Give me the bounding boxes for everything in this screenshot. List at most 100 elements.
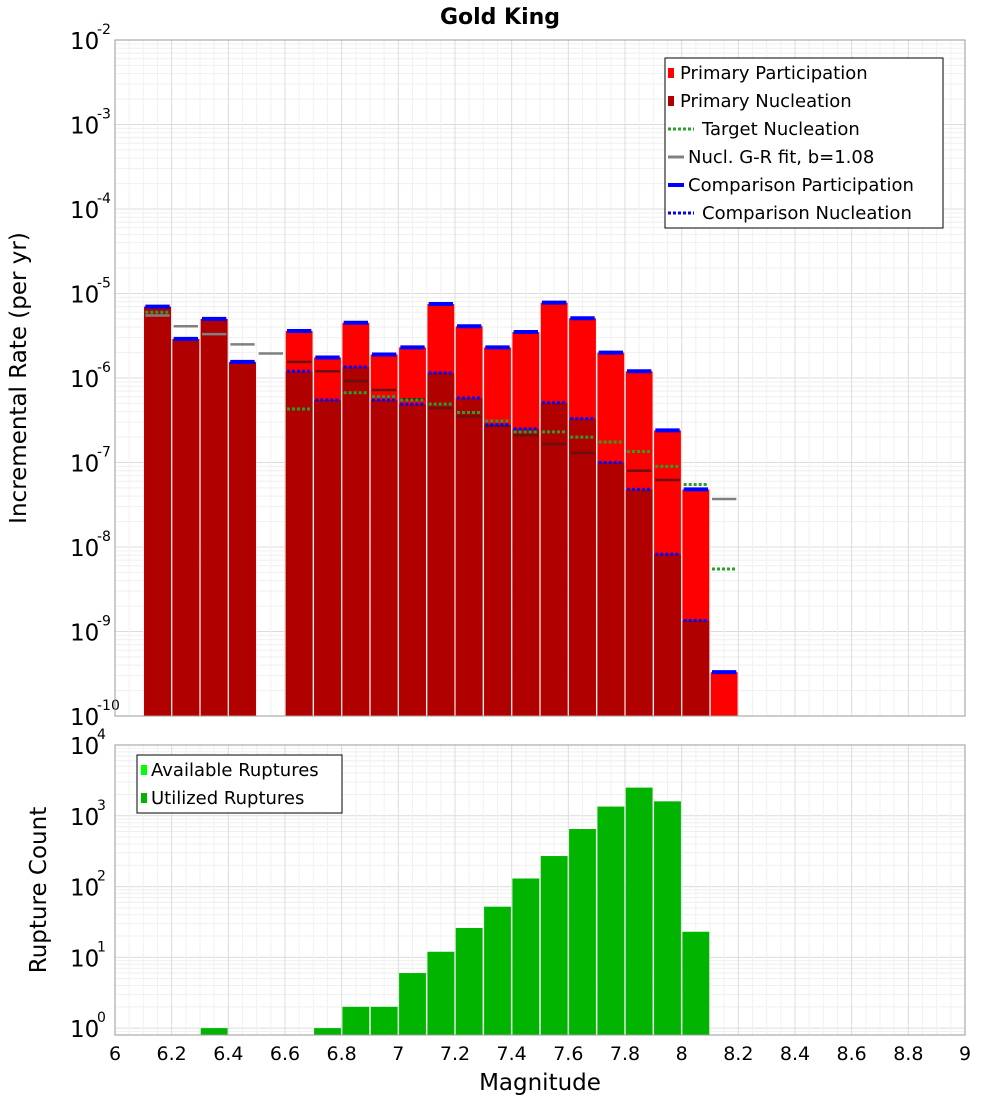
legend-label: Nucl. G-R fit, b=1.08 — [688, 147, 874, 168]
y-tick-base: 10 — [70, 1017, 99, 1043]
rate-bars — [144, 302, 738, 716]
legend-swatch — [668, 68, 674, 78]
count-bars — [200, 787, 710, 1035]
y-axis-label: Incremental Rate (per yr) — [6, 232, 32, 524]
y-tick-base: 10 — [70, 29, 99, 55]
primary-nucleation-bar — [540, 402, 568, 716]
x-tick-label: 7.4 — [497, 1043, 527, 1065]
utilized-ruptures-bar — [682, 931, 710, 1035]
x-tick-label: 8 — [676, 1043, 688, 1065]
legend-item: Primary Participation — [668, 63, 868, 84]
primary-nucleation-bar — [314, 399, 341, 716]
y-tick-exp: -3 — [97, 107, 111, 123]
y-tick-label: 10-3 — [70, 107, 111, 140]
y-tick-exp: -7 — [97, 445, 111, 461]
y-tick-label: 10-6 — [70, 360, 111, 393]
primary-nucleation-bar — [484, 424, 511, 716]
primary-nucleation-bar — [597, 462, 625, 716]
utilized-ruptures-bar — [484, 906, 511, 1035]
rate-markers — [145, 300, 737, 675]
x-tick-label: 6.2 — [157, 1043, 187, 1065]
y-tick-base: 10 — [70, 114, 99, 140]
y-tick-label: 10-7 — [70, 445, 111, 478]
legend-label: Comparison Nucleation — [702, 203, 912, 224]
y-tick-base: 10 — [70, 536, 99, 562]
x-axis-label: Magnitude — [479, 1070, 601, 1096]
y-tick-label: 10-4 — [70, 191, 111, 224]
utilized-ruptures-bar — [455, 927, 483, 1035]
primary-nucleation-bar — [172, 338, 200, 716]
plot-frame — [114, 744, 966, 1036]
utilized-ruptures-bar — [342, 1006, 370, 1035]
legend-label: Primary Participation — [680, 63, 868, 84]
primary-nucleation-bar — [625, 489, 653, 716]
utilized-ruptures-bar — [370, 1006, 398, 1035]
legend-item: Primary Nucleation — [668, 91, 852, 112]
primary-nucleation-bar — [200, 318, 228, 716]
utilized-ruptures-bar — [200, 1028, 228, 1035]
legend-swatch — [141, 793, 147, 803]
y-tick-label: 101 — [70, 939, 106, 972]
chart-title: Gold King — [440, 5, 560, 30]
x-tick-label: 8.4 — [780, 1043, 810, 1065]
utilized-ruptures-bar — [399, 973, 426, 1035]
legend-label: Available Ruptures — [151, 760, 319, 781]
y-tick-exp: -9 — [97, 614, 111, 630]
y-tick-exp: -10 — [97, 698, 120, 714]
utilized-ruptures-bar — [540, 856, 568, 1035]
legend-item: Comparison Participation — [668, 175, 914, 196]
legend: Primary Participation Primary Nucleation T… — [664, 57, 944, 229]
x-tick-label: 6 — [109, 1043, 121, 1065]
legend-item: Utilized Ruptures — [141, 788, 304, 809]
utilized-ruptures-bar — [512, 878, 540, 1035]
y-tick-exp: 4 — [97, 727, 106, 743]
primary-participation-bar — [710, 672, 738, 716]
x-tick-label: 8.2 — [723, 1043, 753, 1065]
y-tick-label: 10-8 — [70, 529, 111, 562]
legend-box — [136, 754, 343, 814]
utilized-ruptures-bar — [654, 801, 681, 1035]
primary-nucleation-bar — [342, 366, 370, 716]
primary-nucleation-bar — [654, 554, 681, 716]
legend-label: Comparison Participation — [688, 175, 914, 196]
primary-nucleation-bar — [512, 428, 540, 716]
primary-nucleation-bar — [455, 397, 483, 716]
y-tick-label: 10-2 — [70, 22, 111, 55]
legend-item: Target Nucleation — [668, 119, 860, 140]
x-tick-labels: 6 6.2 6.4 6.6 6.8 7 7.2 7.4 7.6 7.8 8 8.2 8.4 8.6 8.8 9 — [109, 1043, 971, 1065]
y-tick-exp: -5 — [97, 276, 111, 292]
rate-panel: 10-1010-910-810-710-610-510-410-310-2Inc… — [6, 22, 966, 731]
primary-nucleation-bar — [229, 361, 256, 716]
y-tick-base: 10 — [70, 876, 99, 902]
legend-label: Utilized Ruptures — [151, 788, 304, 809]
x-tick-label: 6.6 — [270, 1043, 300, 1065]
legend-box — [664, 57, 944, 229]
grid — [114, 744, 966, 1036]
legend: Available Ruptures Utilized Ruptures — [136, 754, 343, 814]
x-tick-label: 6.4 — [213, 1043, 243, 1065]
y-tick-base: 10 — [70, 367, 99, 393]
y-tick-base: 10 — [70, 705, 99, 731]
utilized-ruptures-bar — [314, 1028, 341, 1035]
x-tick-label: 6.8 — [327, 1043, 357, 1065]
y-tick-exp: 1 — [97, 939, 106, 955]
legend-item: Nucl. G-R fit, b=1.08 — [668, 147, 874, 168]
legend-label: Primary Nucleation — [680, 91, 852, 112]
y-tick-base: 10 — [70, 198, 99, 224]
legend-item: Available Ruptures — [141, 760, 319, 781]
y-tick-base: 10 — [70, 621, 99, 647]
y-tick-exp: 3 — [97, 798, 106, 814]
y-tick-exp: 0 — [97, 1010, 106, 1026]
primary-nucleation-bar — [399, 404, 426, 716]
utilized-ruptures-bar — [569, 829, 596, 1035]
y-tick-exp: 2 — [97, 869, 106, 885]
utilized-ruptures-bar — [427, 951, 455, 1035]
y-tick-label: 104 — [70, 727, 106, 760]
y-tick-label: 10-10 — [70, 698, 120, 731]
y-tick-label: 102 — [70, 869, 106, 902]
utilized-ruptures-bar — [625, 787, 653, 1035]
x-tick-label: 8.6 — [837, 1043, 867, 1065]
y-tick-label: 100 — [70, 1010, 106, 1043]
